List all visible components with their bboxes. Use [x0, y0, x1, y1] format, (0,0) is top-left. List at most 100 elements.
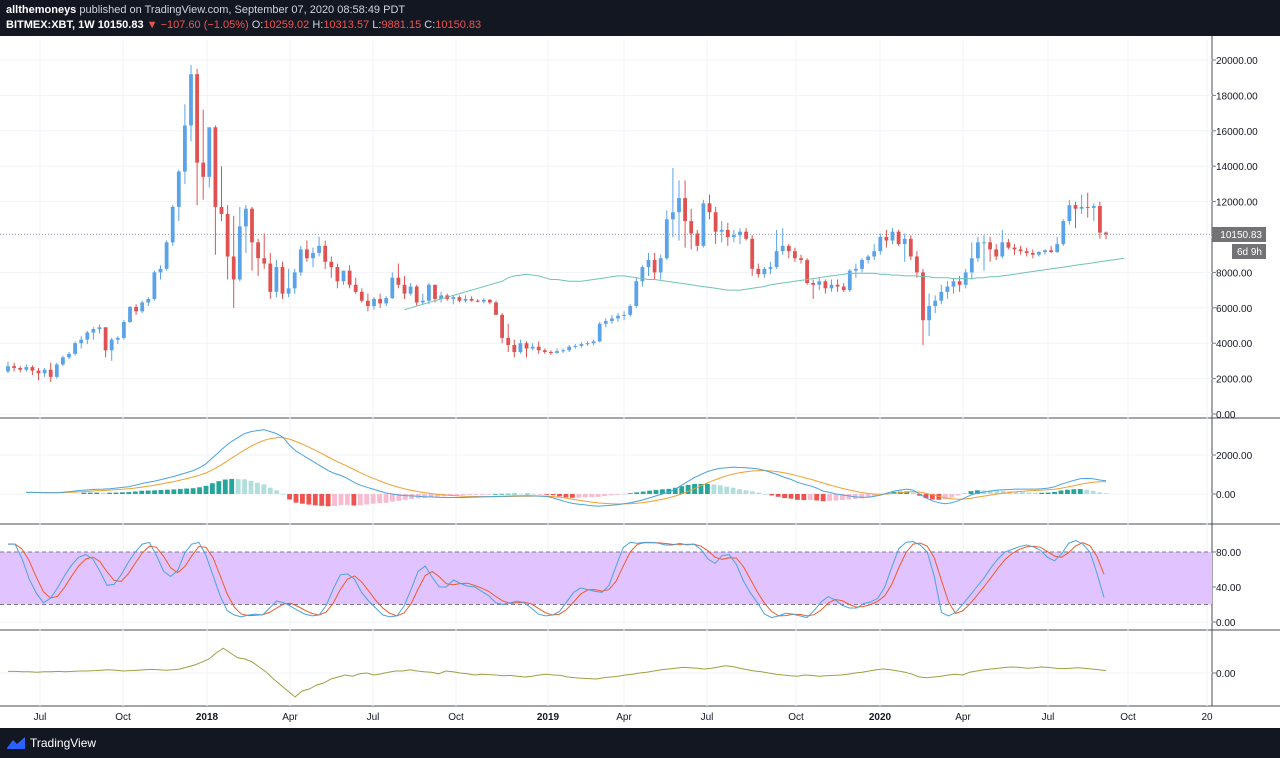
macd-histogram-bar-75 [505, 493, 511, 495]
time-axis[interactable]: Jul Oct 2018 Apr Jul Oct 2019 Apr Jul Oct 2020 Apr J… [34, 712, 1213, 723]
close-value: 10150.83 [435, 19, 482, 31]
candle-body-165 [1012, 247, 1017, 250]
candle-body-0 [6, 366, 10, 372]
macd-histogram-bar-162 [1065, 489, 1070, 494]
price-axis[interactable]: 0.002000.004000.006000.008000.0010000.00… [1212, 56, 1258, 680]
time-tick-label-7: Apr [616, 712, 632, 723]
macd-histogram-bar-160 [1052, 491, 1057, 494]
macd-histogram-bar-77 [518, 493, 524, 495]
published-info: published on TradingView.com, September … [79, 4, 406, 16]
candle-body-122 [750, 238, 755, 269]
candle-body-63 [390, 277, 395, 299]
macd-histogram-bar-64 [435, 494, 440, 497]
macd-histogram-bar-58 [396, 494, 402, 501]
symbol-line: BITMEX:XBT, 1W 10150.83 ▼ −107.60 (−1.05… [6, 19, 481, 31]
time-tick-label-10: 2020 [869, 712, 892, 723]
low-value: 9881.15 [381, 19, 422, 31]
macd-histogram-bar-166 [1090, 490, 1096, 494]
macd-histogram-bar-110 [730, 487, 736, 494]
candle-body-6 [42, 369, 47, 374]
price-tick-label-3: 6000.00 [1216, 304, 1253, 315]
macd-tick-label-0: 0.00 [1216, 490, 1236, 501]
candle-body-116 [713, 212, 718, 232]
macd-histogram-bar-35 [248, 480, 254, 494]
candle-body-127 [780, 245, 785, 252]
stoch-k-line [8, 540, 1105, 619]
candle-body-100 [616, 315, 620, 319]
macd-histogram-bar-139 [917, 494, 922, 496]
price-tick-label-6: 12000.00 [1216, 198, 1258, 209]
macd-histogram-bar-47 [325, 494, 331, 507]
candle-body-68 [420, 300, 425, 303]
candle-body-178 [1091, 206, 1096, 208]
macd-histogram-bar-10 [87, 492, 93, 494]
candle-body-123 [756, 268, 761, 275]
macd-histogram-bar-90 [602, 494, 607, 497]
candle-body-111 [683, 198, 687, 222]
candle-body-143 [878, 237, 883, 252]
candle-body-60 [372, 298, 376, 307]
stochastic-pane[interactable] [0, 540, 1212, 619]
candle-body-146 [896, 231, 901, 245]
candle-body-45 [280, 267, 285, 294]
candle-body-101 [622, 314, 626, 316]
macd-histogram-bar-71 [480, 494, 485, 495]
candle-body-108 [664, 219, 669, 259]
candle-body-42 [262, 258, 267, 264]
candle-body-12 [79, 339, 84, 344]
macd-histogram-bar-69 [467, 494, 472, 495]
macd-histogram-bar-108 [717, 485, 723, 494]
candle-body-173 [1061, 221, 1066, 245]
candle-body-150 [921, 272, 925, 321]
price-tick-label-9: 18000.00 [1216, 91, 1258, 102]
macd-histogram-bar-49 [338, 494, 344, 505]
symbol-label[interactable]: BITMEX:XBT, 1W [6, 19, 95, 31]
candle-body-73 [451, 297, 456, 299]
macd-histogram-bar-34 [242, 479, 247, 494]
macd-histogram-bar-126 [833, 494, 839, 501]
candle-body-144 [884, 237, 889, 241]
candle-body-26 [164, 242, 169, 269]
publish-line: allthemoneys published on TradingView.co… [6, 4, 405, 16]
tradingview-brand[interactable]: TradingView [6, 736, 96, 750]
macd-pane[interactable] [26, 429, 1109, 507]
macd-histogram-bar-119 [788, 494, 794, 499]
candle-body-149 [915, 256, 919, 273]
macd-histogram-bar-103 [685, 484, 691, 494]
candle-body-13 [85, 332, 90, 340]
candle-body-25 [158, 268, 163, 273]
macd-histogram-bar-107 [711, 484, 717, 494]
candle-body-131 [805, 260, 809, 284]
time-tick-label-14: 20 [1201, 712, 1213, 723]
price-tag-box [1212, 227, 1266, 242]
candle-body-53 [329, 261, 334, 268]
candle-body-158 [969, 258, 974, 273]
candle-body-10 [67, 353, 71, 358]
macd-histogram-bar-98 [653, 489, 659, 494]
candle-body-41 [256, 242, 260, 259]
macd-histogram-bar-137 [904, 491, 910, 494]
candle-body-167 [1024, 251, 1029, 253]
publisher-name[interactable]: allthemoneys [6, 4, 77, 16]
candle-body-98 [603, 321, 608, 324]
candle-body-48 [298, 249, 303, 273]
last-price-tag: 10150.83 6d 9h [1212, 227, 1266, 259]
candle-body-51 [317, 245, 321, 253]
price-pane[interactable] [0, 65, 1212, 383]
macd-histogram-bar-167 [1097, 492, 1102, 494]
time-tick-label-12: Jul [1042, 712, 1055, 723]
candle-body-135 [829, 284, 834, 289]
low-label: L: [372, 19, 382, 31]
macd-histogram-bar-44 [306, 494, 312, 505]
candle-body-47 [292, 272, 297, 289]
macd-histogram-bar-148 [975, 490, 980, 494]
time-tick-label-0: Jul [34, 712, 47, 723]
macd-histogram-bar-150 [987, 490, 993, 494]
oscillator-pane[interactable] [8, 647, 1107, 698]
candle-body-67 [414, 286, 419, 303]
chart-canvas[interactable]: 0.002000.004000.006000.008000.0010000.00… [0, 36, 1280, 728]
candle-body-86 [530, 346, 535, 349]
candle-body-90 [555, 351, 559, 353]
candle-body-43 [268, 263, 273, 292]
macd-histogram-bar-82 [550, 494, 556, 496]
